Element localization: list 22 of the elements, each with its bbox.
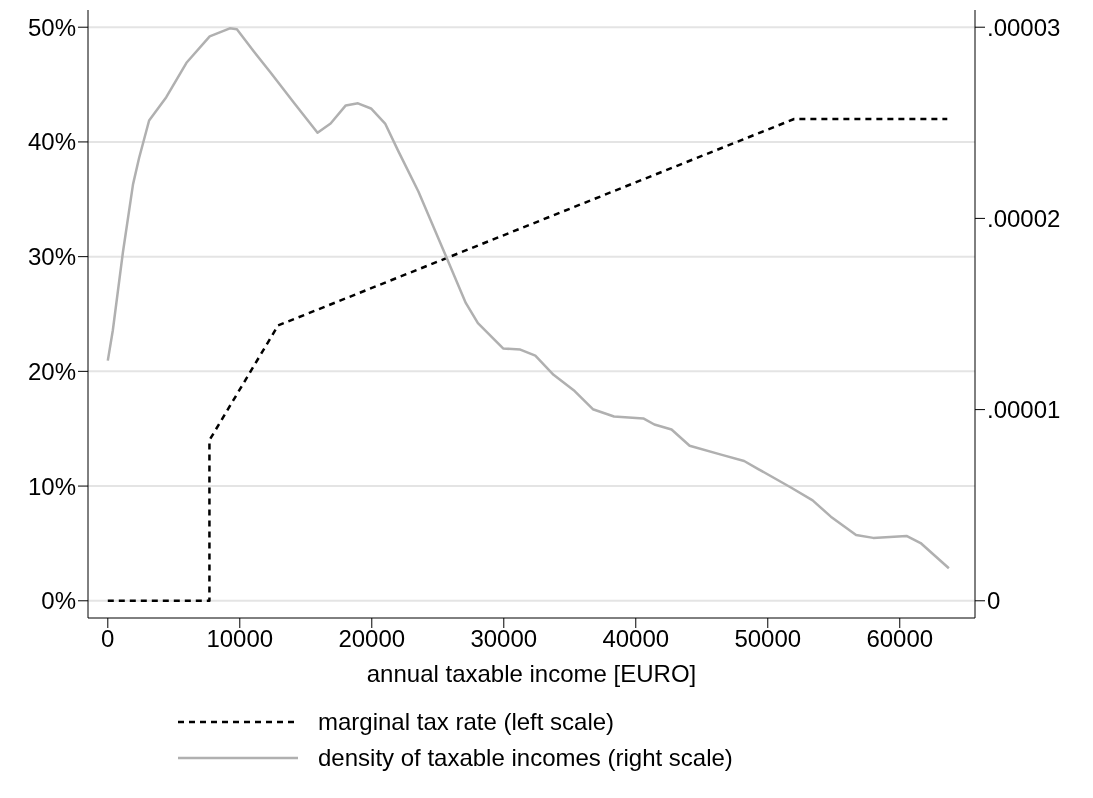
y2-tick-label: .00001 bbox=[987, 396, 1061, 424]
y-tick-label: 40% bbox=[27, 128, 76, 156]
x-tick-label: 60000 bbox=[866, 625, 934, 653]
y2-tick-label: .00003 bbox=[987, 13, 1061, 41]
x-tick-label: 30000 bbox=[470, 625, 538, 653]
y-tick-label: 50% bbox=[27, 13, 76, 41]
y-tick-label: 0% bbox=[41, 587, 76, 615]
x-tick-label: 20000 bbox=[338, 625, 406, 653]
x-tick-label: 50000 bbox=[734, 625, 802, 653]
y2-tick-label: 0 bbox=[987, 587, 1001, 615]
x-tick-label: 10000 bbox=[206, 625, 274, 653]
y-tick-label: 30% bbox=[27, 243, 76, 271]
legend-label: density of taxable incomes (right scale) bbox=[318, 744, 733, 772]
legend-label: marginal tax rate (left scale) bbox=[318, 708, 615, 736]
y2-tick-label: .00002 bbox=[987, 204, 1061, 232]
x-tick-label: 0 bbox=[101, 625, 115, 653]
line-series bbox=[106, 27, 951, 570]
line-series bbox=[106, 117, 949, 603]
y-tick-label: 10% bbox=[27, 472, 76, 500]
x-tick-label: 40000 bbox=[602, 625, 670, 653]
y-tick-label: 20% bbox=[27, 357, 76, 385]
x-axis-title: annual taxable income [EURO] bbox=[366, 660, 697, 687]
